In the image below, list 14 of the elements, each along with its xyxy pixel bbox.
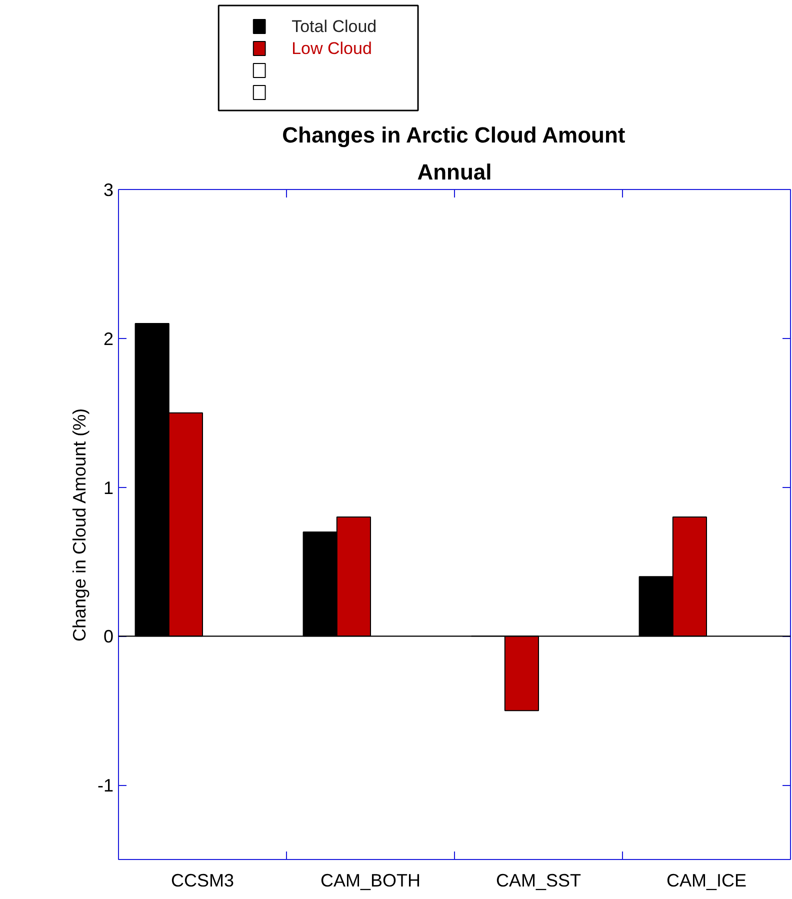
y-tick-label: 0 (103, 626, 114, 647)
legend-label: Low Cloud (292, 39, 372, 58)
chart-title: Changes in Arctic Cloud Amount (282, 122, 626, 148)
x-tick-label: CAM_SST (496, 870, 582, 890)
x-tick-label: CAM_ICE (666, 870, 747, 890)
y-axis-title: Change in Cloud Amount (%) (69, 408, 90, 642)
chart-subtitle: Annual (417, 160, 492, 184)
y-tick-label: 2 (103, 328, 114, 349)
y-tick-label: 1 (103, 478, 114, 498)
x-tick-label: CAM_BOTH (320, 870, 421, 890)
x-tick-label: CCSM3 (170, 870, 234, 890)
y-tick-label: -1 (97, 776, 114, 796)
y-tick-label: 3 (103, 180, 114, 200)
legend-label: Total Cloud (292, 17, 377, 36)
